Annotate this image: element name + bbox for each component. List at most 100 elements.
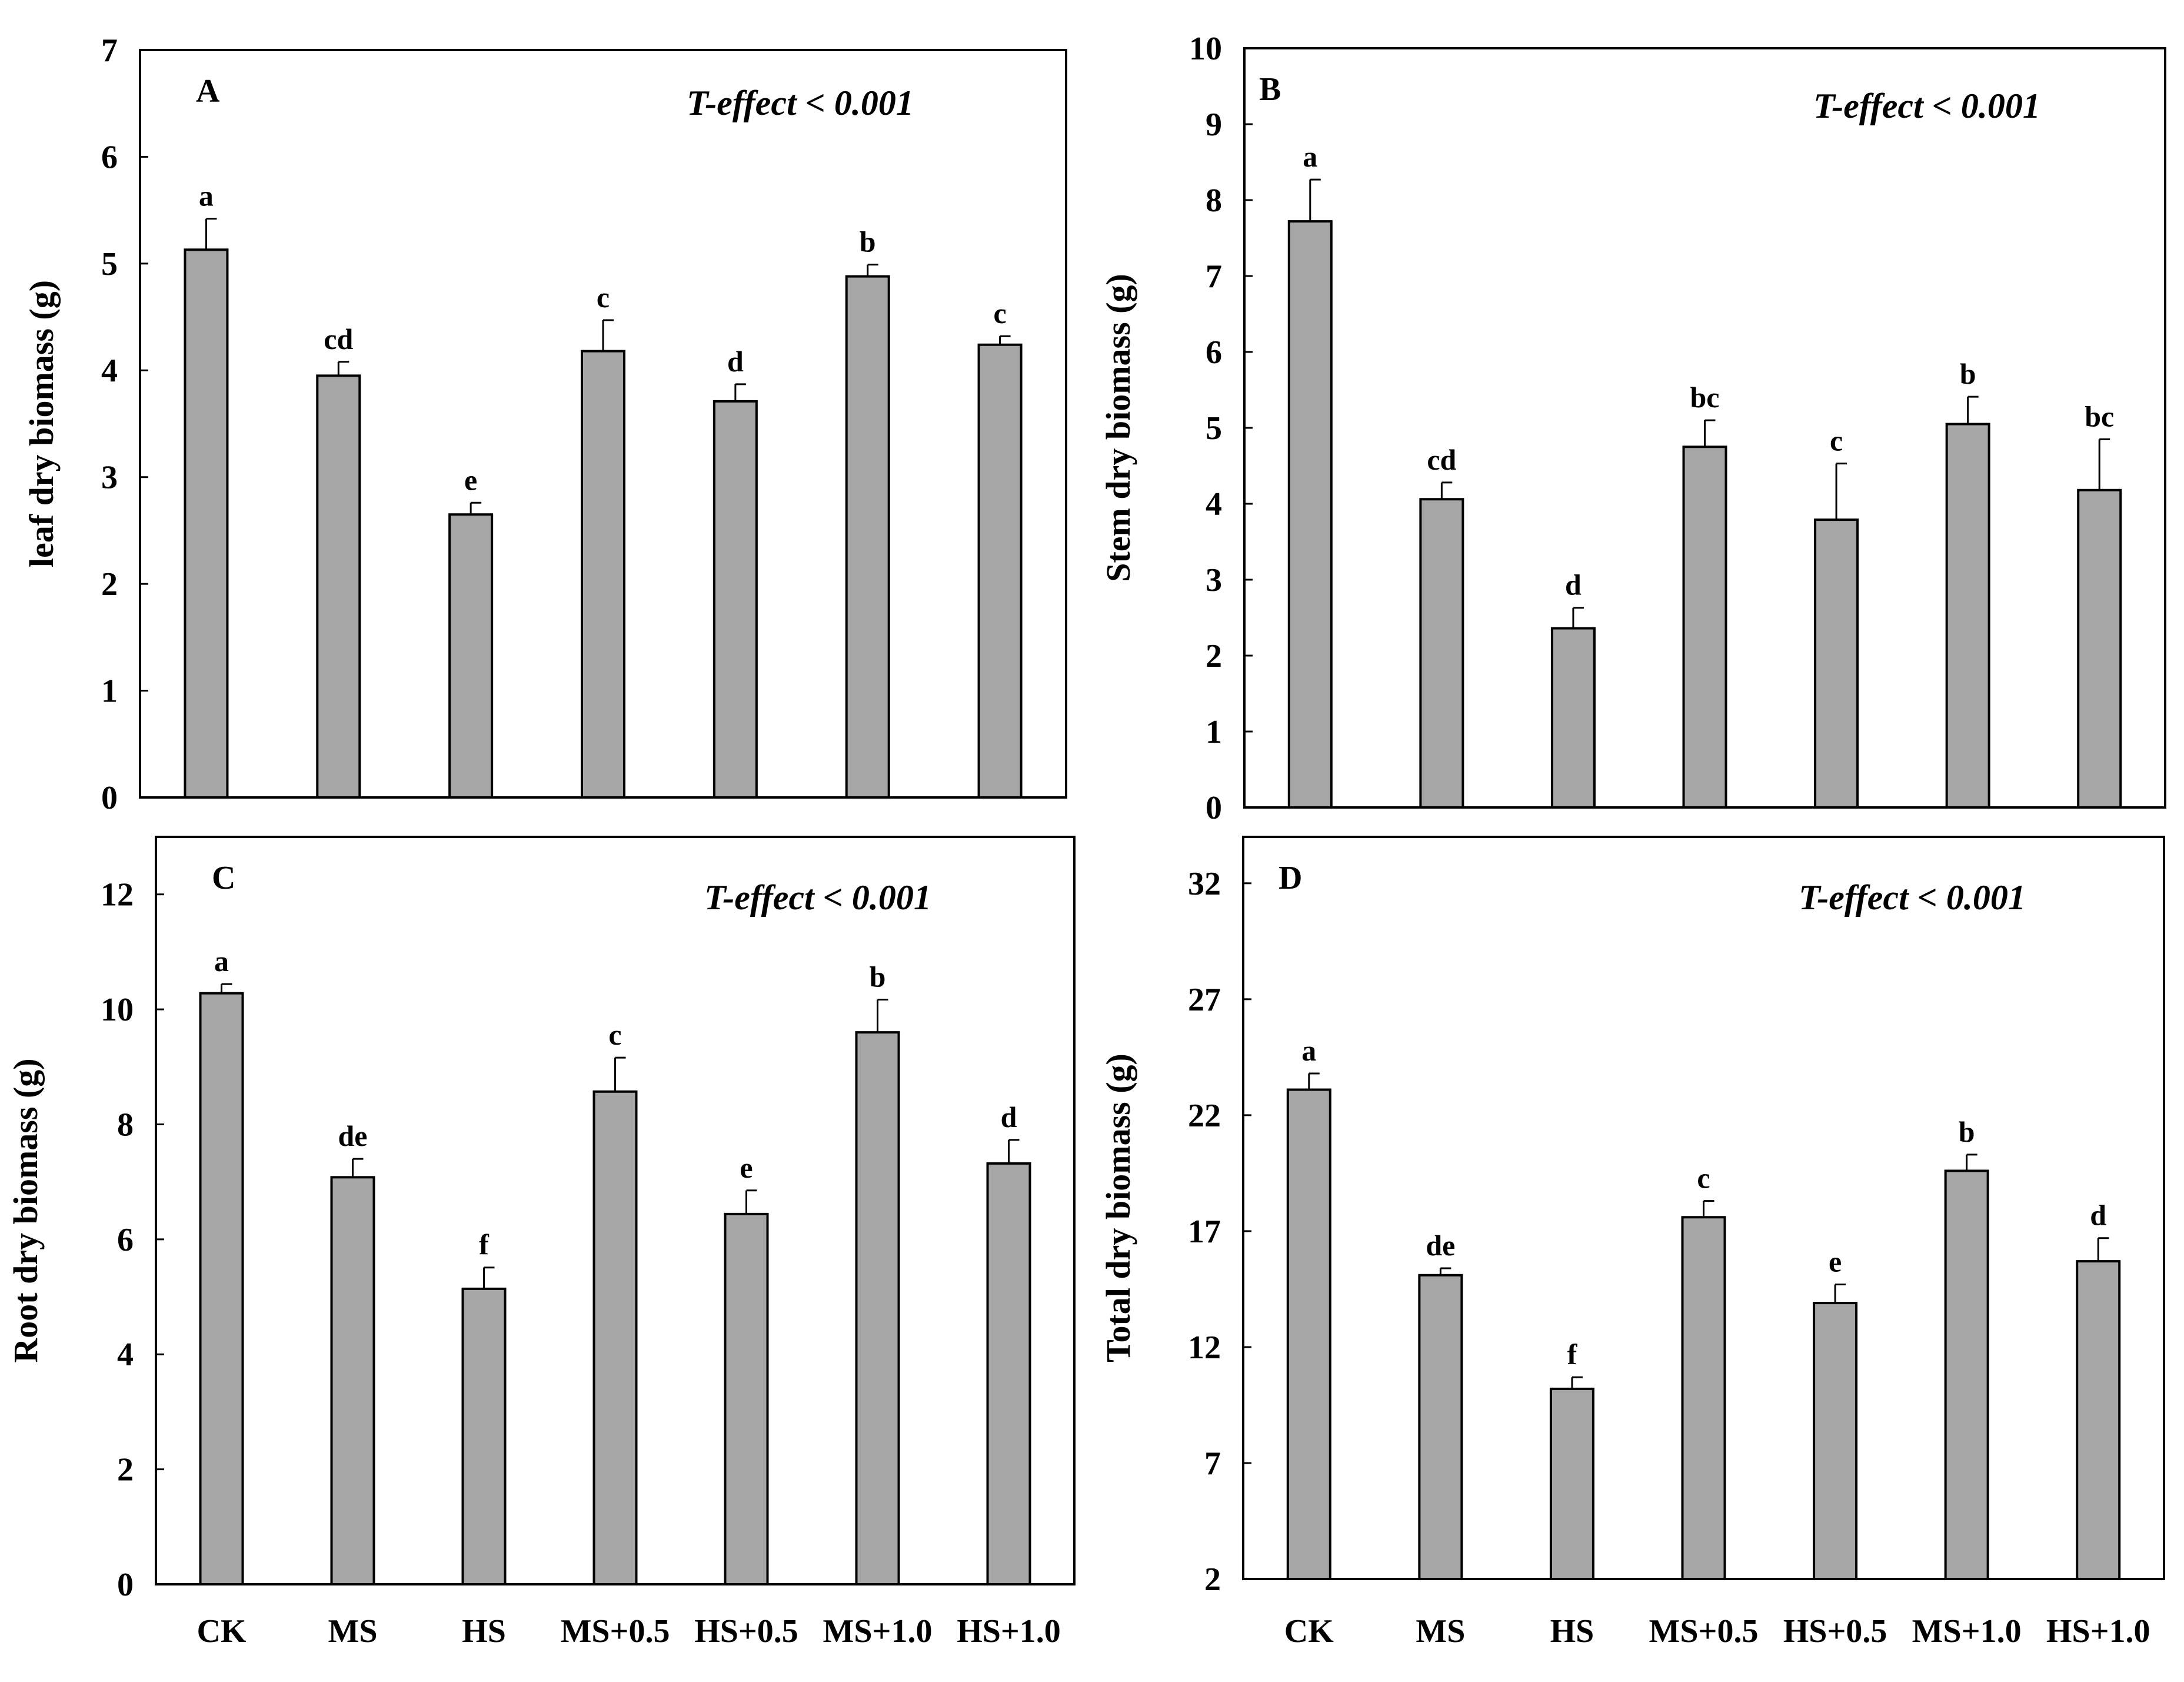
significance-label: b (870, 960, 886, 993)
x-category-label: HS+1.0 (957, 1613, 1061, 1650)
significance-label: a (214, 945, 229, 978)
significance-label: bc (1690, 381, 1720, 414)
significance-label: a (1301, 1034, 1316, 1067)
y-tick-label: 8 (117, 1106, 134, 1143)
panel-label: C (212, 860, 235, 896)
y-tick-label: 12 (101, 877, 134, 913)
significance-label: d (2090, 1199, 2106, 1232)
significance-label: a (199, 179, 214, 212)
significance-label: c (608, 1018, 621, 1051)
x-category-label: HS+1.0 (2046, 1613, 2150, 1650)
y-tick-label: 2 (117, 1452, 134, 1488)
y-tick-label: 17 (1188, 1214, 1221, 1250)
y-tick-label: 9 (1206, 107, 1222, 143)
bar-CK (1286, 1088, 1331, 1580)
significance-label: cd (324, 323, 353, 355)
y-tick-label: 0 (1206, 790, 1222, 826)
bar-MS (1419, 498, 1464, 809)
x-category-label: MS+0.5 (561, 1613, 670, 1650)
x-category-label: CK (1284, 1613, 1334, 1650)
y-tick-label: 3 (101, 460, 118, 496)
bar-HS (1549, 1387, 1594, 1580)
x-category-label: HS+0.5 (694, 1613, 798, 1650)
panel-label: B (1259, 71, 1281, 108)
y-tick-label: 6 (117, 1222, 134, 1258)
x-category-label: MS (1416, 1613, 1465, 1650)
significance-label: c (1830, 424, 1843, 457)
x-category-label: MS+1.0 (823, 1613, 933, 1650)
bar-MS (316, 374, 361, 799)
x-category-label: MS+0.5 (1649, 1613, 1759, 1650)
x-category-label: HS (462, 1613, 506, 1650)
y-tick-label: 0 (101, 780, 118, 816)
y-axis-label: Root dry biomass (g) (6, 1058, 45, 1362)
t-effect-annotation: T-effect < 0.001 (704, 878, 931, 917)
y-tick-label: 4 (1206, 486, 1222, 523)
bar-MS+0.5 (1681, 1216, 1726, 1580)
significance-label: d (727, 345, 744, 378)
bar-MS+1.0 (845, 275, 890, 799)
y-tick-label: 5 (1206, 410, 1222, 447)
y-axis-label: Stem dry biomass (g) (1099, 274, 1137, 582)
significance-label: de (338, 1119, 368, 1152)
y-tick-label: 2 (1206, 638, 1222, 674)
y-tick-label: 1 (1206, 714, 1222, 750)
y-tick-label: 4 (101, 353, 118, 389)
significance-label: e (740, 1151, 753, 1184)
significance-label: f (1567, 1338, 1578, 1371)
x-category-label: CK (197, 1613, 247, 1650)
bar-CK (199, 992, 244, 1585)
t-effect-annotation: T-effect < 0.001 (1813, 87, 2040, 125)
y-tick-label: 4 (117, 1337, 134, 1373)
panel-label: D (1279, 860, 1302, 896)
significance-label: de (1426, 1229, 1455, 1262)
bar-CK (184, 248, 229, 799)
x-category-label: HS (1550, 1613, 1594, 1650)
y-tick-label: 6 (101, 139, 118, 175)
y-tick-label: 27 (1188, 982, 1221, 1018)
y-tick-label: 1 (101, 673, 118, 710)
y-tick-label: 7 (1206, 258, 1222, 295)
bar-MS+0.5 (581, 350, 625, 799)
y-tick-label: 7 (101, 32, 118, 69)
significance-label: b (1960, 357, 1976, 390)
y-tick-label: 2 (101, 566, 118, 603)
y-axis-label: Total dry biomass (g) (1099, 1053, 1137, 1362)
significance-label: e (464, 463, 477, 496)
bar-CK (1287, 220, 1333, 809)
panel-c: 0 2 4 6 8 10 12 Root dry biomass (g) C T-effect <… (6, 836, 1076, 1650)
x-category-label: HS+0.5 (1783, 1613, 1887, 1650)
bar-HS+0.5 (713, 400, 758, 799)
bar-HS (1550, 627, 1596, 809)
y-tick-label: 8 (1206, 182, 1222, 219)
x-category-label: MS+1.0 (1912, 1613, 2022, 1650)
significance-label: c (993, 297, 1006, 330)
t-effect-annotation: T-effect < 0.001 (687, 84, 914, 122)
bar-HS (448, 513, 494, 799)
x-category-label: MS (328, 1613, 378, 1650)
y-tick-label: 22 (1188, 1098, 1221, 1134)
bar-MS+1.0 (1944, 1169, 1989, 1580)
significance-label: f (479, 1228, 490, 1261)
bar-MS (330, 1176, 375, 1586)
significance-label: b (1959, 1115, 1975, 1148)
panel-a: 0 1 2 3 4 5 6 7 leaf dry biomass (g) A T-effect < … (22, 32, 1067, 816)
significance-label: b (860, 225, 876, 258)
bar-MS+0.5 (1682, 446, 1727, 809)
significance-label: bc (2085, 400, 2114, 433)
panel-label: A (196, 73, 220, 109)
y-tick-label: 12 (1188, 1329, 1221, 1366)
y-tick-label: 7 (1204, 1445, 1221, 1482)
bar-HS+1.0 (2077, 488, 2122, 809)
significance-label: d (1565, 569, 1582, 601)
y-tick-label: 10 (1189, 31, 1222, 67)
y-axis-label: leaf dry biomass (g) (22, 280, 61, 567)
bar-HS+0.5 (1814, 518, 1859, 809)
bar-MS (1418, 1274, 1463, 1580)
bar-HS+1.0 (977, 343, 1023, 799)
significance-label: e (1829, 1245, 1842, 1278)
y-tick-label: 6 (1206, 334, 1222, 371)
significance-label: c (597, 281, 610, 314)
